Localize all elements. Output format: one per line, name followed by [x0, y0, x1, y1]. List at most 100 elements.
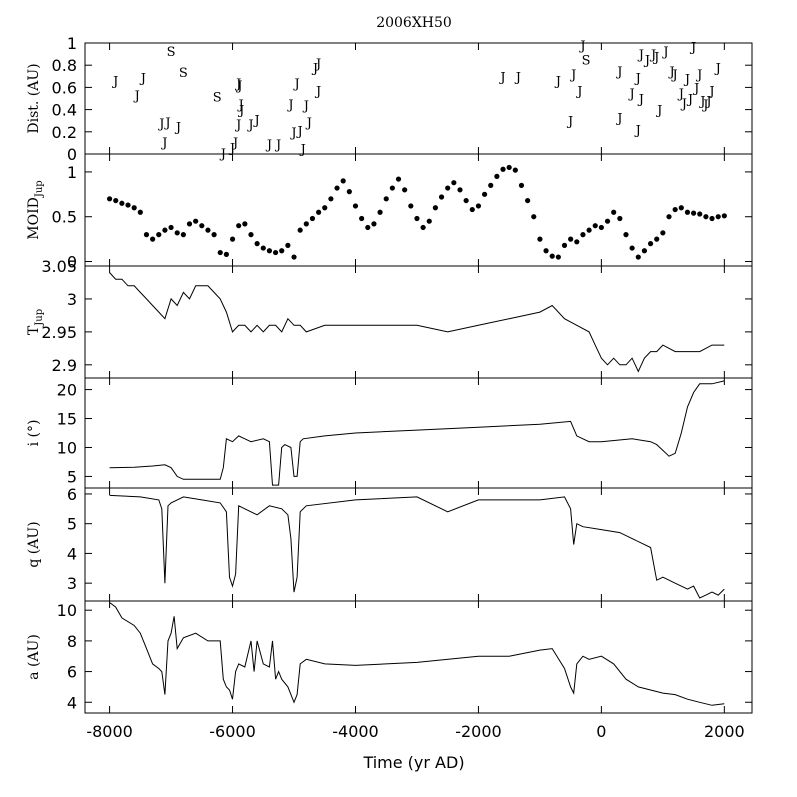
- moid-point: [518, 182, 525, 188]
- moid-point: [309, 215, 316, 222]
- encounter-mark: J: [652, 50, 659, 65]
- moid-point: [174, 230, 180, 236]
- encounter-mark: J: [704, 95, 711, 110]
- encounter-mark: J: [707, 85, 714, 100]
- moid-point: [678, 205, 684, 211]
- moid-point: [193, 218, 199, 224]
- encounter-mark: J: [111, 75, 118, 90]
- moid-point: [561, 242, 568, 248]
- encounter-mark: J: [701, 98, 708, 113]
- moid-point: [697, 211, 703, 217]
- encounter-mark: J: [637, 48, 644, 63]
- panel-frame: [84, 600, 753, 714]
- y-tick-label: 1: [67, 34, 77, 53]
- chart-title: 2006XH50: [376, 15, 452, 31]
- panel-q: 3 4 5 6 q (AU): [26, 485, 753, 602]
- moid-point: [186, 221, 193, 227]
- moid-point: [303, 221, 309, 227]
- y-tick-label: 3.05: [41, 257, 77, 276]
- encounter-mark: J: [314, 85, 321, 100]
- moid-point: [248, 232, 254, 238]
- encounter-mark: J: [677, 87, 684, 102]
- y-tick-label: 3: [67, 290, 77, 309]
- x-tick-label: -6000: [209, 722, 256, 741]
- panel-incl: 5 10 15 20 i (°): [26, 377, 753, 489]
- encounter-mark: J: [637, 93, 644, 108]
- moid-point: [322, 205, 328, 211]
- encounter-mark: J: [686, 93, 693, 108]
- panel-frame: [84, 265, 753, 379]
- x-tick-label: -8000: [86, 722, 133, 741]
- y-axis-label: Dist. (AU): [26, 63, 42, 133]
- encounter-mark: J: [689, 40, 696, 55]
- encounter-mark: J: [643, 54, 650, 69]
- moid-point: [623, 232, 629, 238]
- encounter-mark: J: [314, 57, 321, 72]
- encounter-mark: J: [566, 115, 573, 130]
- moid-point: [371, 221, 377, 227]
- encounter-mark: J: [237, 98, 244, 113]
- encounter-mark: J: [234, 118, 241, 133]
- x-tick-label: 2000: [704, 722, 745, 741]
- encounter-mark: J: [514, 70, 521, 85]
- moid-point: [119, 200, 125, 206]
- x-axis: -8000 -6000 -4000 -2000 0 2000: [86, 722, 744, 741]
- moid-point: [199, 223, 205, 229]
- encounter-mark: J: [265, 138, 272, 153]
- moid-point: [525, 197, 531, 204]
- moid-point: [402, 187, 408, 193]
- y-tick-label: 2.95: [41, 323, 77, 342]
- y-tick-label: 2.9: [52, 356, 77, 375]
- encounter-mark: J: [634, 71, 641, 86]
- encounter-mark: S: [179, 66, 188, 81]
- encounter-mark: S: [213, 90, 222, 105]
- encounter-mark: J: [578, 39, 585, 54]
- x-tick-label: -4000: [332, 722, 379, 741]
- y-tick-label: 0: [67, 253, 77, 272]
- tjup-line: [109, 272, 725, 373]
- moid-point: [457, 187, 463, 193]
- y-tick-label: 10: [57, 438, 77, 457]
- moid-point: [475, 203, 482, 209]
- moid-point: [414, 215, 420, 222]
- moid-point: [715, 214, 721, 220]
- moid-point: [629, 245, 635, 251]
- moid-point: [543, 248, 549, 254]
- encounter-mark: J: [634, 124, 641, 139]
- moid-point: [604, 218, 611, 224]
- moid-point: [451, 180, 457, 186]
- encounter-mark: S: [582, 54, 591, 69]
- x-tick-label: 0: [596, 722, 606, 741]
- encounter-mark: J: [231, 136, 238, 151]
- moid-point: [666, 214, 672, 220]
- moid-point: [143, 232, 150, 238]
- encounter-mark: J: [569, 68, 576, 83]
- moid-point: [285, 242, 291, 248]
- moid-point: [260, 245, 266, 251]
- moid-point: [316, 209, 322, 215]
- moid-point: [217, 249, 223, 256]
- encounter-mark: J: [680, 97, 687, 112]
- q-line: [109, 494, 725, 599]
- moid-point: [352, 203, 359, 209]
- moid-point: [709, 215, 715, 222]
- panel-frame: [84, 487, 753, 602]
- moid-point: [229, 236, 236, 242]
- y-axis-label: MOIDJup: [26, 180, 45, 239]
- moid-point: [223, 251, 229, 257]
- moid-point: [555, 254, 561, 260]
- moid-point: [512, 167, 518, 173]
- moid-point: [438, 194, 445, 200]
- moid-point: [500, 166, 506, 172]
- encounter-mark: J: [698, 95, 705, 110]
- incl-line: [109, 380, 725, 486]
- encounter-mark: J: [714, 61, 721, 76]
- y-axis-label-subscript: Jup: [34, 180, 45, 198]
- y-tick-label: 5: [67, 467, 77, 486]
- encounter-mark: J: [554, 75, 561, 90]
- encounter-mark: J: [671, 68, 678, 83]
- y-tick-label: 6: [67, 485, 77, 504]
- moid-point: [377, 209, 383, 215]
- moid-point: [168, 224, 174, 231]
- moid-point: [426, 218, 432, 224]
